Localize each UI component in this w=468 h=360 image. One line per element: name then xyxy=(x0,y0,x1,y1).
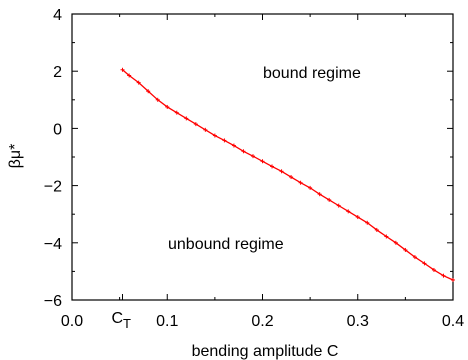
ct-tick-label: CT xyxy=(111,310,131,331)
plot-axes xyxy=(71,13,454,301)
y-tick-label: 2 xyxy=(53,64,62,81)
y-tick-label: 0 xyxy=(53,121,62,138)
y-tick-label: −2 xyxy=(44,179,62,196)
x-tick-label: 0.0 xyxy=(61,313,83,330)
annotation-unbound-regime: unbound regime xyxy=(168,236,284,253)
x-tick-label: 0.3 xyxy=(347,313,369,330)
x-tick-label: 0.4 xyxy=(442,313,464,330)
ct-subscript: T xyxy=(123,316,131,331)
y-tick-label: 4 xyxy=(53,7,62,24)
x-tick-label: 0.1 xyxy=(156,313,178,330)
y-axis-label: βμ* xyxy=(7,144,24,169)
series xyxy=(120,67,455,282)
annotation-bound-regime: bound regime xyxy=(263,65,361,82)
series-line xyxy=(122,69,454,281)
y-tick-label: −6 xyxy=(44,293,62,310)
x-tick-label: 0.2 xyxy=(251,313,273,330)
y-tick-label: −4 xyxy=(44,236,62,253)
ticks: 0.0 0.1 0.2 0.3 0.4 CT −6 −4 −2 0 2 4 xyxy=(44,7,464,331)
plot-frame xyxy=(71,13,454,301)
x-axis-label: bending amplitude C xyxy=(192,343,339,360)
